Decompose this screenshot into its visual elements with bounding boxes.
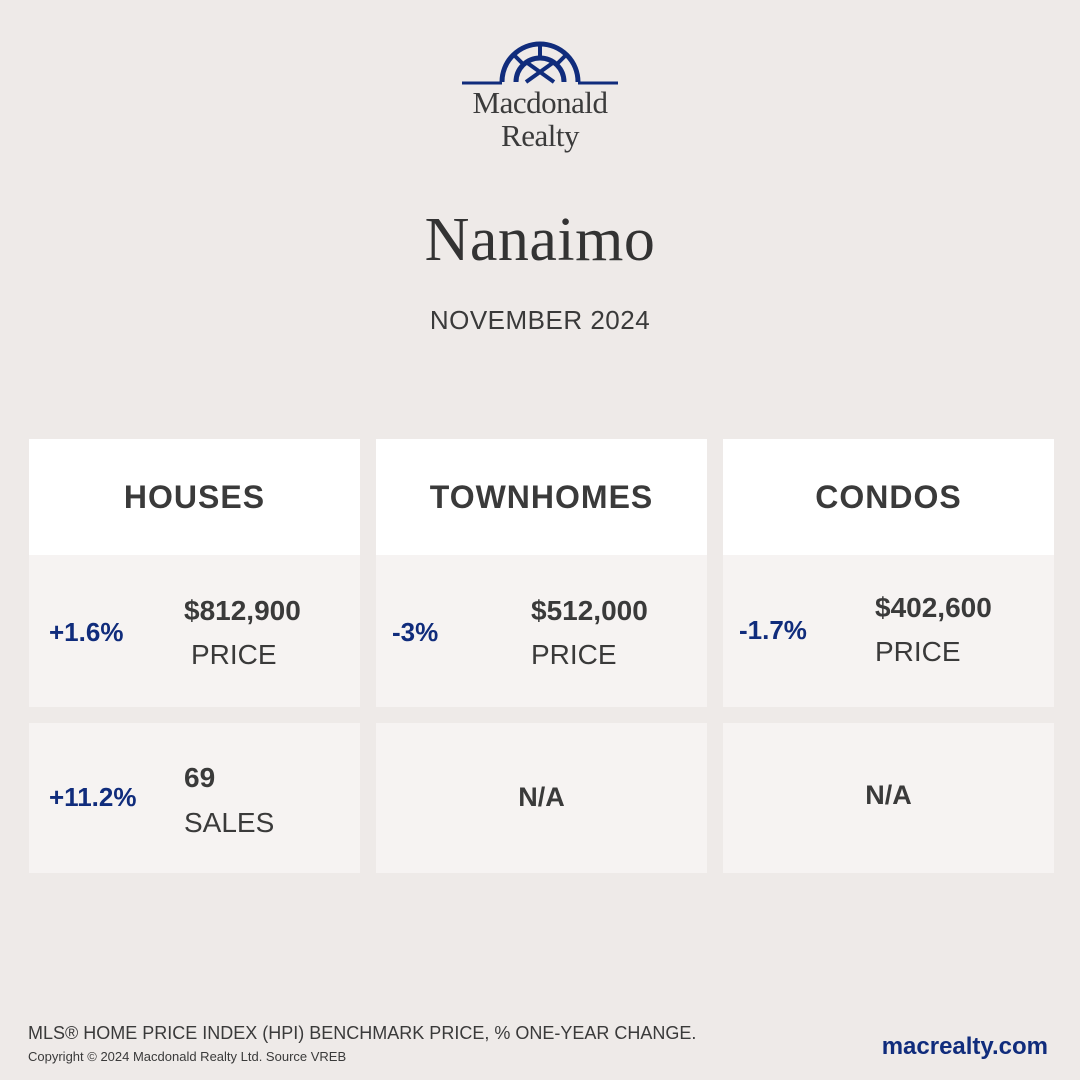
website-link[interactable]: macrealty.com: [881, 1033, 1048, 1060]
price-label: PRICE: [531, 639, 617, 670]
sales-change: +11.2%: [49, 782, 137, 812]
price-value: $812,900: [184, 595, 301, 626]
sales-card: N/A: [723, 723, 1054, 873]
column-title: CONDOS: [723, 439, 1054, 555]
price-change: +1.6%: [49, 617, 124, 647]
report-period: NOVEMBER 2024: [429, 305, 651, 335]
price-label: PRICE: [191, 639, 277, 670]
sales-card: +11.2% 69 SALES: [29, 723, 360, 873]
methodology-note: MLS® HOME PRICE INDEX (HPI) BENCHMARK PR…: [28, 1023, 697, 1043]
brand-name-line2: Realty: [501, 118, 579, 153]
price-value: $512,000: [531, 595, 648, 626]
price-card: -3% $512,000 PRICE: [376, 555, 707, 707]
houses-column: HOUSES +1.6% $812,900 PRICE +11.2% 69 SA…: [29, 439, 360, 873]
condos-column: CONDOS -1.7% $402,600 PRICE N/A: [723, 439, 1054, 873]
price-card: +1.6% $812,900 PRICE: [29, 555, 360, 707]
brand-name-line1: Macdonald: [472, 85, 608, 120]
sales-card: N/A: [376, 723, 707, 873]
price-value: $402,600: [875, 592, 992, 623]
sales-not-available: N/A: [865, 780, 912, 810]
arched-window-logo-icon: [462, 41, 618, 85]
column-title: HOUSES: [29, 439, 360, 555]
sales-value: 69: [184, 762, 216, 793]
price-label: PRICE: [875, 636, 961, 667]
city-title: Nanaimo: [424, 206, 656, 274]
sales-not-available: N/A: [518, 782, 565, 812]
brand-logo: Macdonald Realty: [0, 38, 1080, 152]
price-card: -1.7% $402,600 PRICE: [723, 555, 1054, 707]
price-change: -1.7%: [739, 615, 807, 645]
sales-label: SALES: [184, 807, 275, 838]
price-change: -3%: [392, 617, 439, 647]
townhomes-column: TOWNHOMES -3% $512,000 PRICE N/A: [376, 439, 707, 873]
copyright-notice: Copyright © 2024 Macdonald Realty Ltd. S…: [28, 1049, 347, 1064]
column-title: TOWNHOMES: [376, 439, 707, 555]
